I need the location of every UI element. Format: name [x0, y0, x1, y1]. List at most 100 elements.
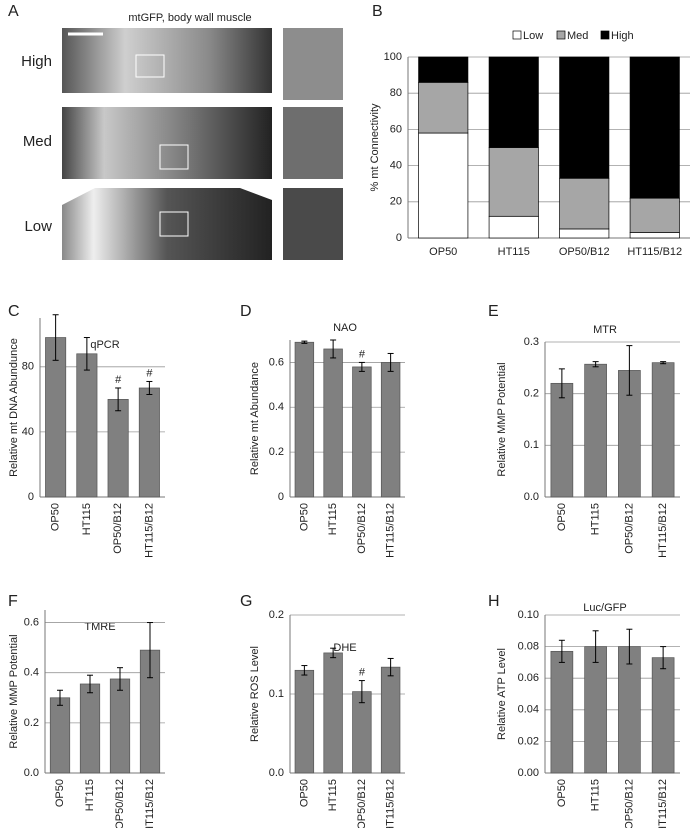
- x-tick-label: OP50: [556, 779, 568, 807]
- legend-swatch: [556, 30, 566, 40]
- y-tick-label: 0.4: [269, 401, 284, 413]
- bar: [584, 363, 607, 498]
- bar: [380, 666, 401, 774]
- x-tick-label: HT115: [327, 779, 339, 811]
- panel-label: E: [488, 303, 499, 320]
- x-tick-label: OP50/B12: [114, 779, 126, 828]
- y-tick-label: 60: [390, 123, 402, 135]
- y-tick-label: 0.06: [518, 672, 539, 684]
- y-axis-label: Relative ATP Level: [496, 648, 508, 740]
- y-axis-label: Relative MMP Potential: [8, 634, 20, 748]
- y-tick-label: 40: [390, 160, 402, 172]
- inset-box: [159, 144, 189, 170]
- y-tick-label: 80: [390, 87, 402, 99]
- bar-segment: [559, 56, 610, 179]
- bar-segment: [559, 177, 610, 230]
- y-tick-label: 0: [396, 232, 402, 244]
- y-tick-label: 100: [384, 51, 402, 63]
- y-tick-label: 20: [390, 196, 402, 208]
- bar: [79, 683, 101, 774]
- bar: [294, 341, 315, 498]
- bar-segment: [488, 147, 539, 217]
- x-tick-label: OP50: [556, 503, 568, 531]
- x-tick-label: HT115/B12: [657, 779, 669, 828]
- chart-title: NAO: [333, 322, 357, 334]
- panel-label: D: [240, 303, 252, 320]
- bar: [618, 646, 641, 774]
- panel-label: B: [372, 3, 383, 20]
- y-tick-label: 0.6: [269, 356, 284, 368]
- y-axis-label: Relative MMP Potential: [496, 362, 508, 476]
- micrograph: [62, 28, 272, 93]
- y-tick-label: 0.0: [524, 491, 539, 503]
- y-axis-label: % mt Connectivity: [369, 103, 381, 192]
- x-tick-label: OP50: [50, 503, 62, 531]
- x-tick-label: OP50: [298, 779, 310, 807]
- x-tick-label: HT115: [84, 779, 96, 811]
- bar-segment: [629, 56, 680, 199]
- y-axis-label: Relative mt DNA Abundunce: [8, 338, 20, 477]
- annotation: #: [359, 666, 366, 678]
- bar-segment: [629, 232, 680, 239]
- row-label: Low: [24, 218, 52, 235]
- row-label: Med: [23, 133, 52, 150]
- inset-image: [283, 107, 343, 179]
- y-tick-label: 0.6: [24, 616, 39, 628]
- bar-segment: [629, 197, 680, 233]
- bar: [294, 669, 315, 774]
- bar-segment: [418, 132, 469, 239]
- row-label: High: [21, 53, 52, 70]
- chart-title: Luc/GFP: [583, 602, 626, 614]
- y-axis-label: Relative ROS Level: [249, 646, 261, 742]
- panel-label: A: [8, 3, 19, 20]
- bar: [550, 650, 574, 774]
- x-tick-label: HT115/B12: [385, 503, 397, 558]
- legend-label: Med: [567, 30, 588, 42]
- bar-segment: [488, 215, 539, 239]
- annotation: #: [115, 374, 122, 386]
- legend-swatch: [600, 30, 610, 40]
- y-tick-label: 0.0: [24, 767, 39, 779]
- inset-image: [283, 28, 343, 100]
- y-tick-label: 0.2: [524, 388, 539, 400]
- x-tick-label: HT115/B12: [657, 503, 669, 558]
- panel-label: C: [8, 303, 20, 320]
- inset-box: [159, 211, 189, 237]
- y-tick-label: 0.3: [524, 336, 539, 348]
- y-axis-label: Relative mt Abundance: [249, 362, 261, 475]
- bar: [49, 697, 71, 774]
- x-tick-label: HT115/B12: [144, 779, 156, 828]
- inset-box: [135, 54, 165, 78]
- x-tick-label: OP50/B12: [623, 779, 635, 828]
- chart-title: DHE: [333, 642, 356, 654]
- bar: [323, 348, 343, 498]
- annotation: #: [359, 348, 366, 360]
- x-tick-label: HT115/B12: [627, 246, 682, 258]
- x-tick-label: OP50: [54, 779, 66, 807]
- micrograph: [62, 188, 272, 260]
- panel-label: H: [488, 593, 500, 610]
- x-tick-label: HT115: [81, 503, 93, 535]
- x-tick-label: HT115: [590, 503, 602, 535]
- bar: [76, 353, 98, 498]
- x-tick-label: OP50/B12: [356, 779, 368, 828]
- y-tick-label: 0.1: [524, 439, 539, 451]
- x-tick-label: OP50/B12: [623, 503, 635, 554]
- bar: [352, 366, 372, 498]
- y-tick-label: 0.08: [518, 641, 539, 653]
- x-tick-label: HT115: [498, 246, 530, 258]
- bar-segment: [418, 81, 469, 134]
- y-tick-label: 0.2: [269, 609, 284, 621]
- panel-title: mtGFP, body wall muscle: [128, 12, 251, 24]
- y-tick-label: 0.04: [518, 704, 539, 716]
- y-tick-label: 0.00: [518, 767, 539, 779]
- x-tick-label: OP50: [429, 246, 457, 258]
- x-tick-label: OP50/B12: [112, 503, 124, 554]
- y-tick-label: 80: [22, 361, 34, 373]
- chart-title: qPCR: [90, 339, 119, 351]
- bar: [107, 399, 129, 498]
- bar: [45, 337, 67, 498]
- bar-segment: [559, 228, 610, 239]
